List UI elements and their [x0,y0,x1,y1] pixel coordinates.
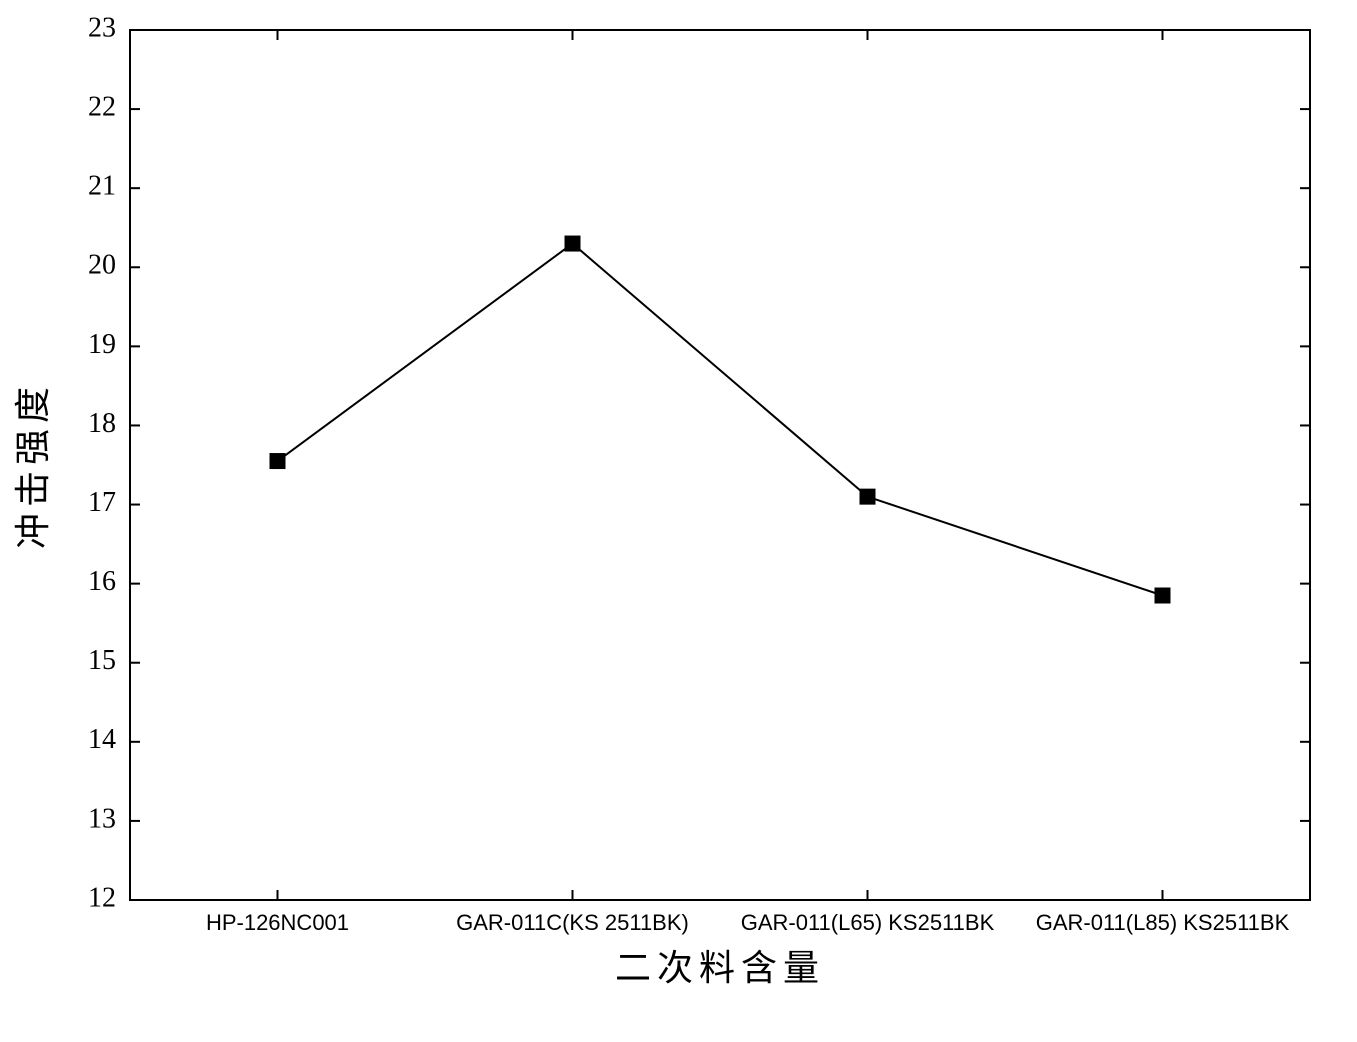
y-tick-label: 15 [88,645,116,676]
y-tick-label: 16 [88,566,116,597]
y-tick-label: 23 [88,12,116,43]
y-tick-label: 19 [88,329,116,360]
data-marker [270,453,286,469]
x-axis-title: 二次料含量 [615,948,825,988]
x-axis-ticks: HP-126NC001 GAR-011C(KS 2511BK) GAR-011(L6… [206,30,1290,935]
x-tick-label: GAR-011(L85) KS2511BK [1036,910,1290,935]
plot-border [130,30,1310,900]
y-tick-label: 14 [88,724,116,755]
data-series [270,236,1171,604]
data-marker [565,236,581,252]
x-tick-label: GAR-011C(KS 2511BK) [456,910,689,935]
data-marker [860,489,876,505]
series-line [278,244,1163,596]
y-tick-label: 17 [88,487,116,518]
y-tick-label: 12 [88,882,116,913]
y-tick-label: 18 [88,408,116,439]
y-axis-title: 冲击强度 [13,381,53,549]
chart-container: 12 13 14 15 16 17 18 19 20 21 22 23 HP-126NC001 GAR-… [0,0,1357,1042]
y-tick-label: 13 [88,803,116,834]
y-tick-label: 20 [88,250,116,281]
data-marker [1155,588,1171,604]
y-tick-label: 22 [88,92,116,123]
y-tick-label: 21 [88,171,116,202]
x-tick-label: GAR-011(L65) KS2511BK [741,910,995,935]
line-chart: 12 13 14 15 16 17 18 19 20 21 22 23 HP-126NC001 GAR-… [0,0,1357,1042]
x-tick-label: HP-126NC001 [206,910,349,935]
